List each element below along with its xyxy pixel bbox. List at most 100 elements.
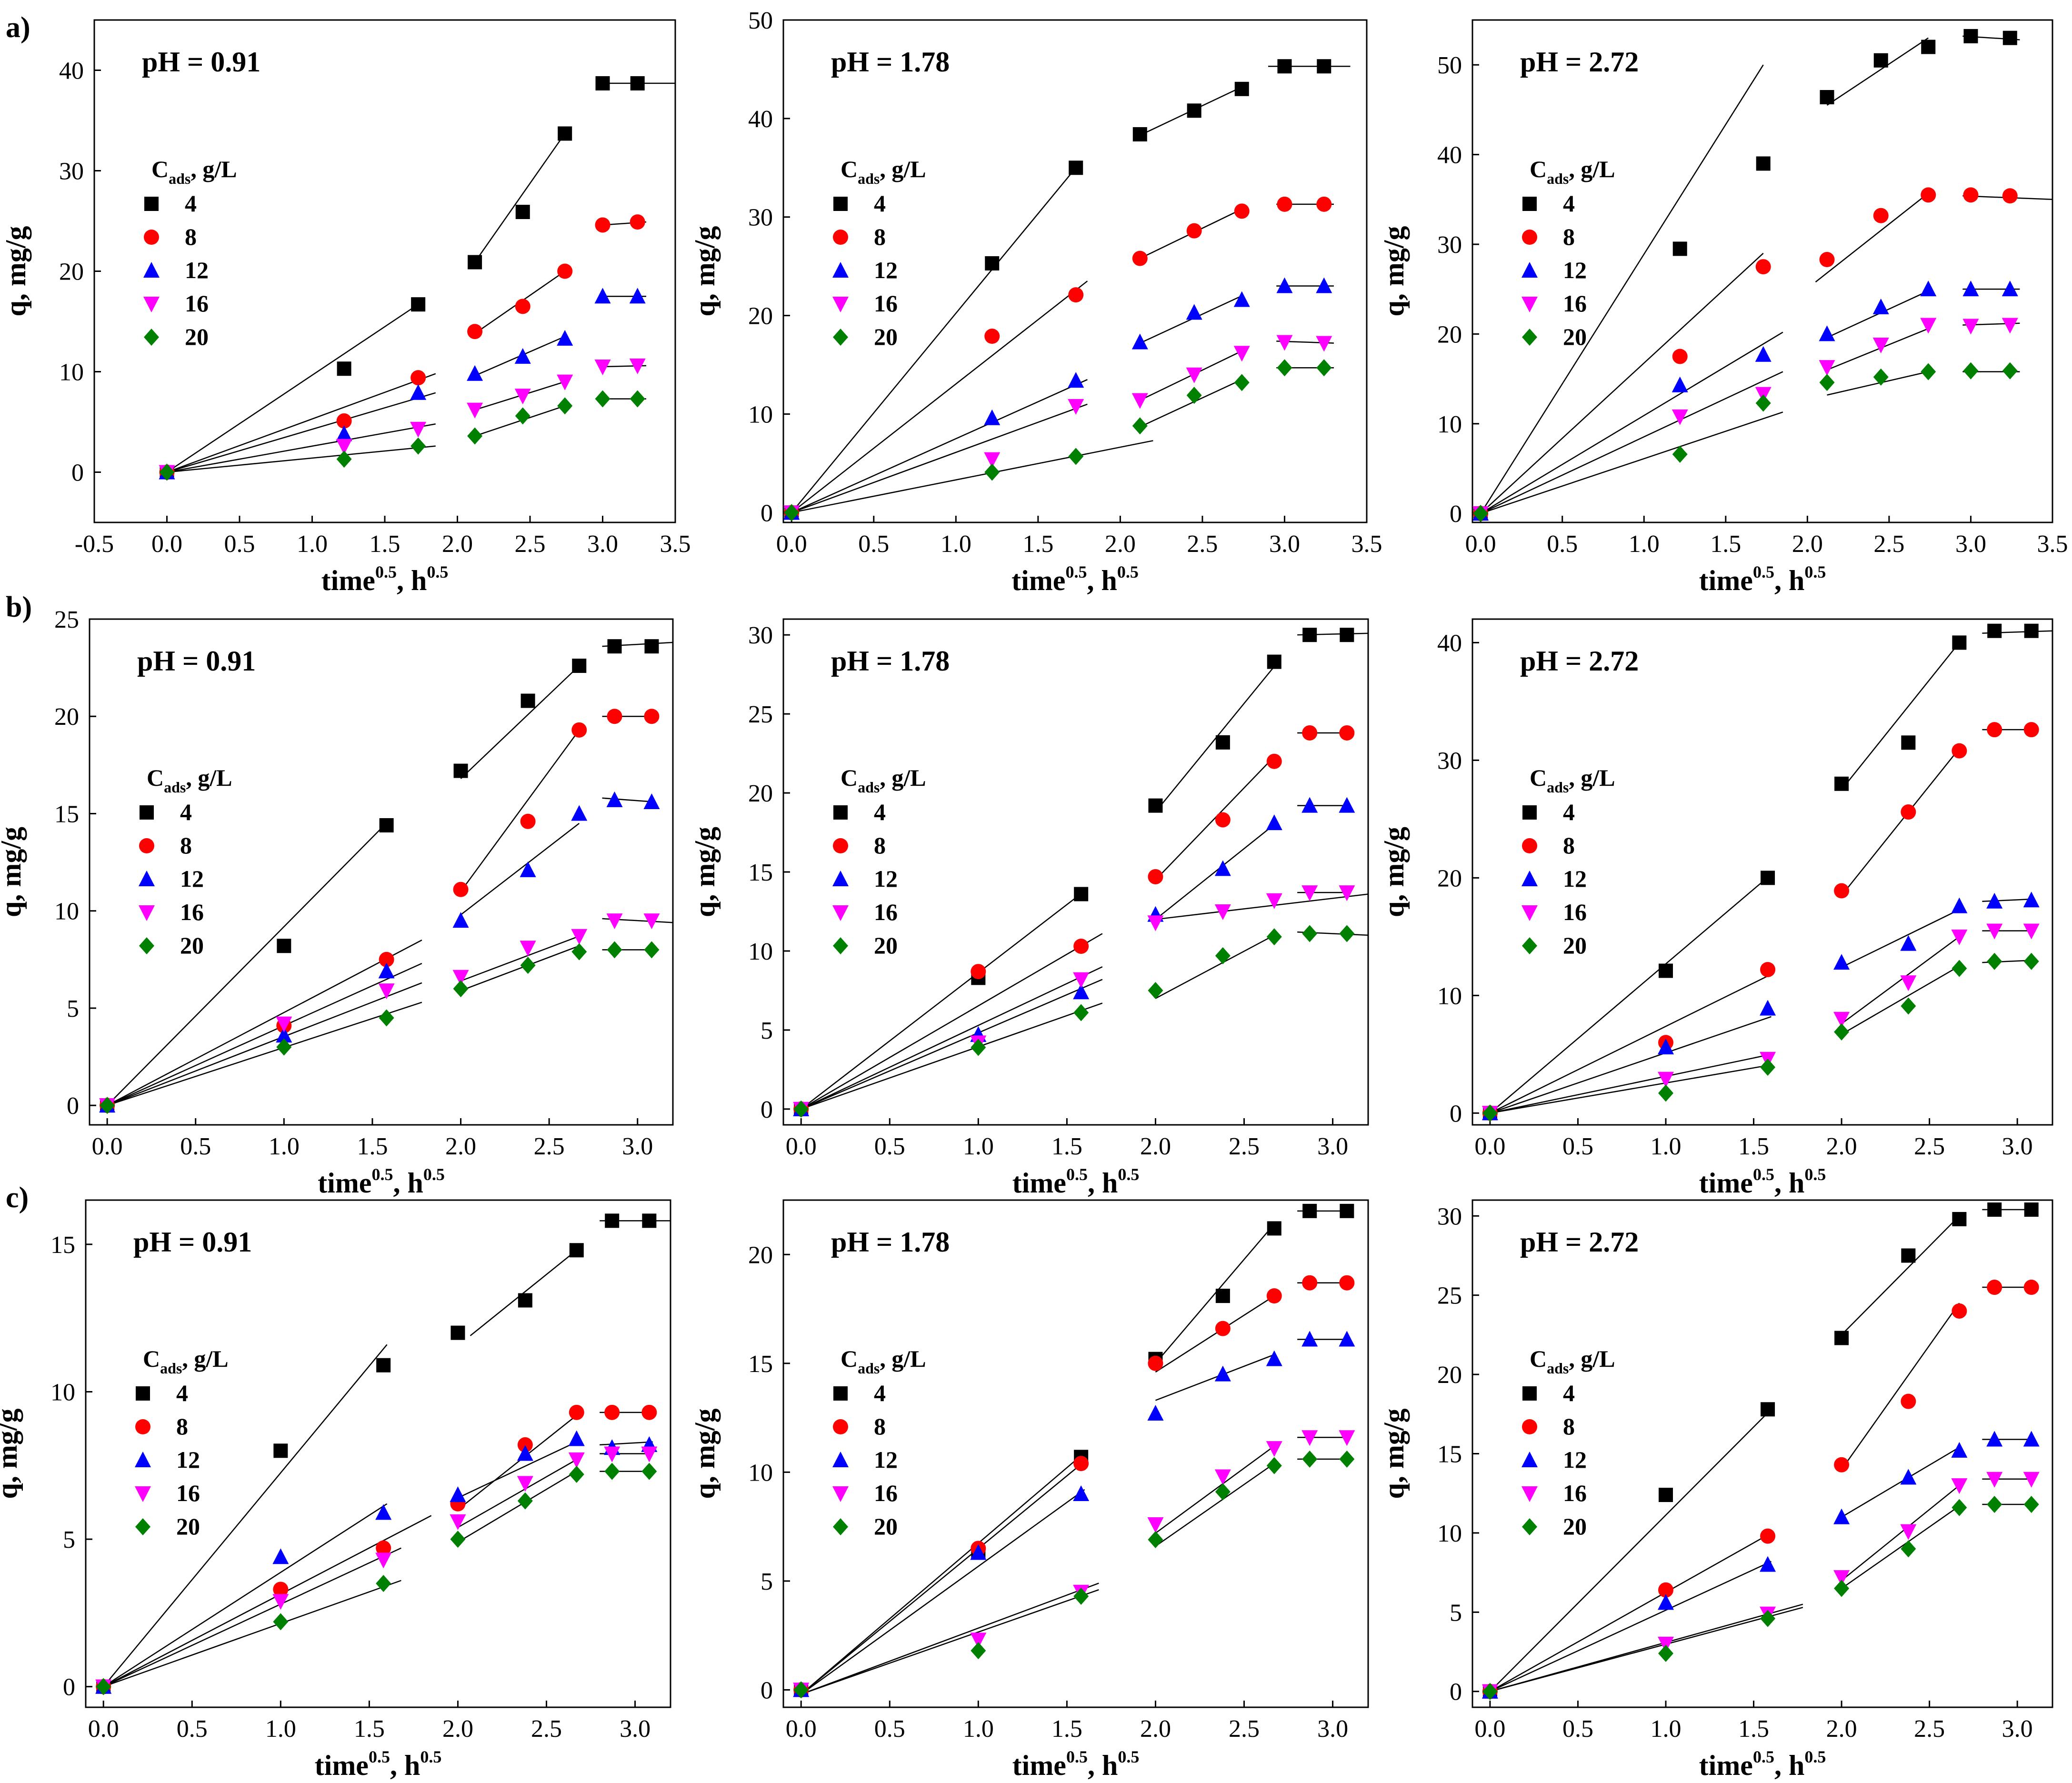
data-point-series-4 bbox=[1069, 160, 1083, 175]
data-point-series-16 bbox=[571, 929, 588, 945]
data-point-series-20 bbox=[96, 1678, 111, 1695]
data-point-series-12 bbox=[643, 793, 660, 809]
y-tick-label: 0 bbox=[67, 1092, 79, 1120]
data-point-series-20 bbox=[607, 941, 622, 959]
data-point-series-4 bbox=[376, 1358, 391, 1372]
x-tick-label: 1.5 bbox=[1738, 1715, 1769, 1743]
legend-marker-20 bbox=[1522, 329, 1537, 346]
legend-title-sub: ads bbox=[169, 170, 190, 187]
data-point-series-16 bbox=[629, 358, 646, 374]
data-point-series-12 bbox=[1920, 280, 1937, 297]
fit-line-series-4 bbox=[1490, 1409, 1772, 1692]
data-point-series-4 bbox=[1761, 871, 1775, 885]
x-tick-label: 1.0 bbox=[297, 531, 328, 558]
legend-title-sub: ads bbox=[1547, 1360, 1569, 1377]
y-axis-label: q, mg/g bbox=[1378, 1408, 1410, 1499]
legend-title-unit: , g/L bbox=[880, 764, 926, 791]
x-axis-label-unit-sup: 0.5 bbox=[1804, 1747, 1826, 1766]
legend-title: Cads, g/L bbox=[151, 156, 237, 187]
data-point-series-8 bbox=[1148, 869, 1163, 884]
data-point-series-20 bbox=[1186, 387, 1202, 404]
y-tick-label: 40 bbox=[1437, 630, 1462, 657]
fit-line-series-20 bbox=[791, 440, 1153, 513]
legend-label-8: 8 bbox=[1563, 223, 1575, 250]
panel-title: pH = 0.91 bbox=[142, 46, 260, 78]
y-tick-label: 10 bbox=[54, 898, 79, 925]
data-point-series-4 bbox=[569, 1243, 584, 1258]
data-point-series-8 bbox=[984, 329, 1000, 344]
data-point-series-20 bbox=[1760, 1610, 1776, 1627]
legend-marker-20 bbox=[1522, 937, 1537, 954]
data-point-series-4 bbox=[379, 818, 394, 832]
data-point-series-16 bbox=[1214, 904, 1231, 920]
data-point-series-20 bbox=[1339, 925, 1355, 942]
data-point-series-12 bbox=[1339, 1331, 1355, 1347]
data-point-series-12 bbox=[970, 1544, 987, 1560]
data-point-series-16 bbox=[643, 913, 660, 930]
data-point-series-8 bbox=[1339, 1275, 1355, 1291]
x-tick-label: 3.0 bbox=[622, 1133, 653, 1160]
legend-label-20: 20 bbox=[185, 323, 209, 350]
data-point-series-4 bbox=[1187, 103, 1201, 118]
legend-label-12: 12 bbox=[874, 257, 898, 283]
data-point-series-8 bbox=[1834, 1457, 1850, 1472]
x-tick-label: 2.0 bbox=[1792, 531, 1823, 558]
x-tick-label: 3.0 bbox=[1955, 531, 1986, 558]
data-point-series-8 bbox=[971, 964, 986, 980]
data-point-series-12 bbox=[1672, 376, 1688, 392]
fit-line-series-8 bbox=[801, 933, 1103, 1110]
y-tick-label: 10 bbox=[1437, 982, 1462, 1010]
x-tick-label: 3.5 bbox=[660, 531, 691, 558]
data-point-series-20 bbox=[376, 1574, 391, 1592]
data-point-series-20 bbox=[520, 957, 536, 974]
fit-line-series-8 bbox=[1490, 973, 1772, 1114]
data-point-series-20 bbox=[1073, 1004, 1089, 1022]
data-point-series-20 bbox=[1132, 417, 1148, 435]
data-point-series-8 bbox=[1186, 223, 1202, 239]
legend-marker-8 bbox=[1522, 1419, 1537, 1434]
x-axis-label-unit-sup: 0.5 bbox=[420, 1747, 441, 1766]
data-point-series-16 bbox=[1819, 360, 1835, 376]
fit-line-series-4 bbox=[1841, 642, 1960, 790]
data-point-series-8 bbox=[410, 370, 426, 386]
x-tick-label: 2.5 bbox=[1229, 1133, 1260, 1160]
legend-title: Cads, g/L bbox=[1530, 764, 1615, 796]
x-tick-label: 0.0 bbox=[776, 531, 807, 558]
legend-marker-4 bbox=[1522, 1386, 1537, 1401]
data-point-series-20 bbox=[971, 1039, 986, 1056]
data-point-series-20 bbox=[467, 427, 483, 445]
data-point-series-4 bbox=[1901, 1248, 1916, 1263]
fit-line-series-20 bbox=[1490, 1064, 1772, 1114]
data-point-series-8 bbox=[1658, 1582, 1673, 1598]
y-tick-label: 30 bbox=[59, 158, 84, 185]
data-point-series-20 bbox=[1755, 394, 1771, 412]
legend-label-4: 4 bbox=[874, 1380, 886, 1406]
data-point-series-8 bbox=[1901, 1393, 1916, 1409]
data-point-series-4 bbox=[1952, 635, 1967, 650]
legend-title-main: C bbox=[1530, 764, 1547, 791]
fit-line-series-4 bbox=[1480, 64, 1764, 514]
fit-line-series-20 bbox=[801, 1002, 1103, 1110]
y-tick-label: 30 bbox=[1437, 747, 1462, 774]
legend-title: Cads, g/L bbox=[143, 1345, 229, 1377]
x-axis-label-unit: , h bbox=[1088, 1750, 1118, 1781]
y-tick-label: 5 bbox=[63, 1526, 75, 1553]
chart-panel-b2: 0.0 0.5 1.0 1.5 2.0 2.5 3.0051015202530time0.5… bbox=[689, 618, 1369, 1199]
fit-line-series-12 bbox=[801, 1489, 1085, 1695]
x-tick-label: 2.5 bbox=[1187, 531, 1218, 558]
data-point-series-8 bbox=[607, 709, 622, 724]
x-axis-label: time0.5, h0.5 bbox=[321, 562, 449, 596]
data-point-series-16 bbox=[1147, 1517, 1164, 1533]
legend-marker-4 bbox=[1522, 805, 1537, 820]
legend-marker-20 bbox=[135, 1518, 150, 1535]
data-point-series-16 bbox=[1214, 1469, 1231, 1485]
legend-title-main: C bbox=[147, 764, 164, 791]
data-point-series-16 bbox=[1951, 929, 1968, 945]
data-point-series-8 bbox=[1215, 812, 1231, 828]
data-point-series-20 bbox=[1266, 928, 1282, 946]
data-point-series-20 bbox=[276, 1038, 292, 1056]
y-tick-label: 10 bbox=[748, 1459, 773, 1486]
legend-marker-8 bbox=[833, 230, 848, 245]
fit-line-series-4 bbox=[460, 665, 580, 779]
legend-label-12: 12 bbox=[1563, 257, 1587, 283]
